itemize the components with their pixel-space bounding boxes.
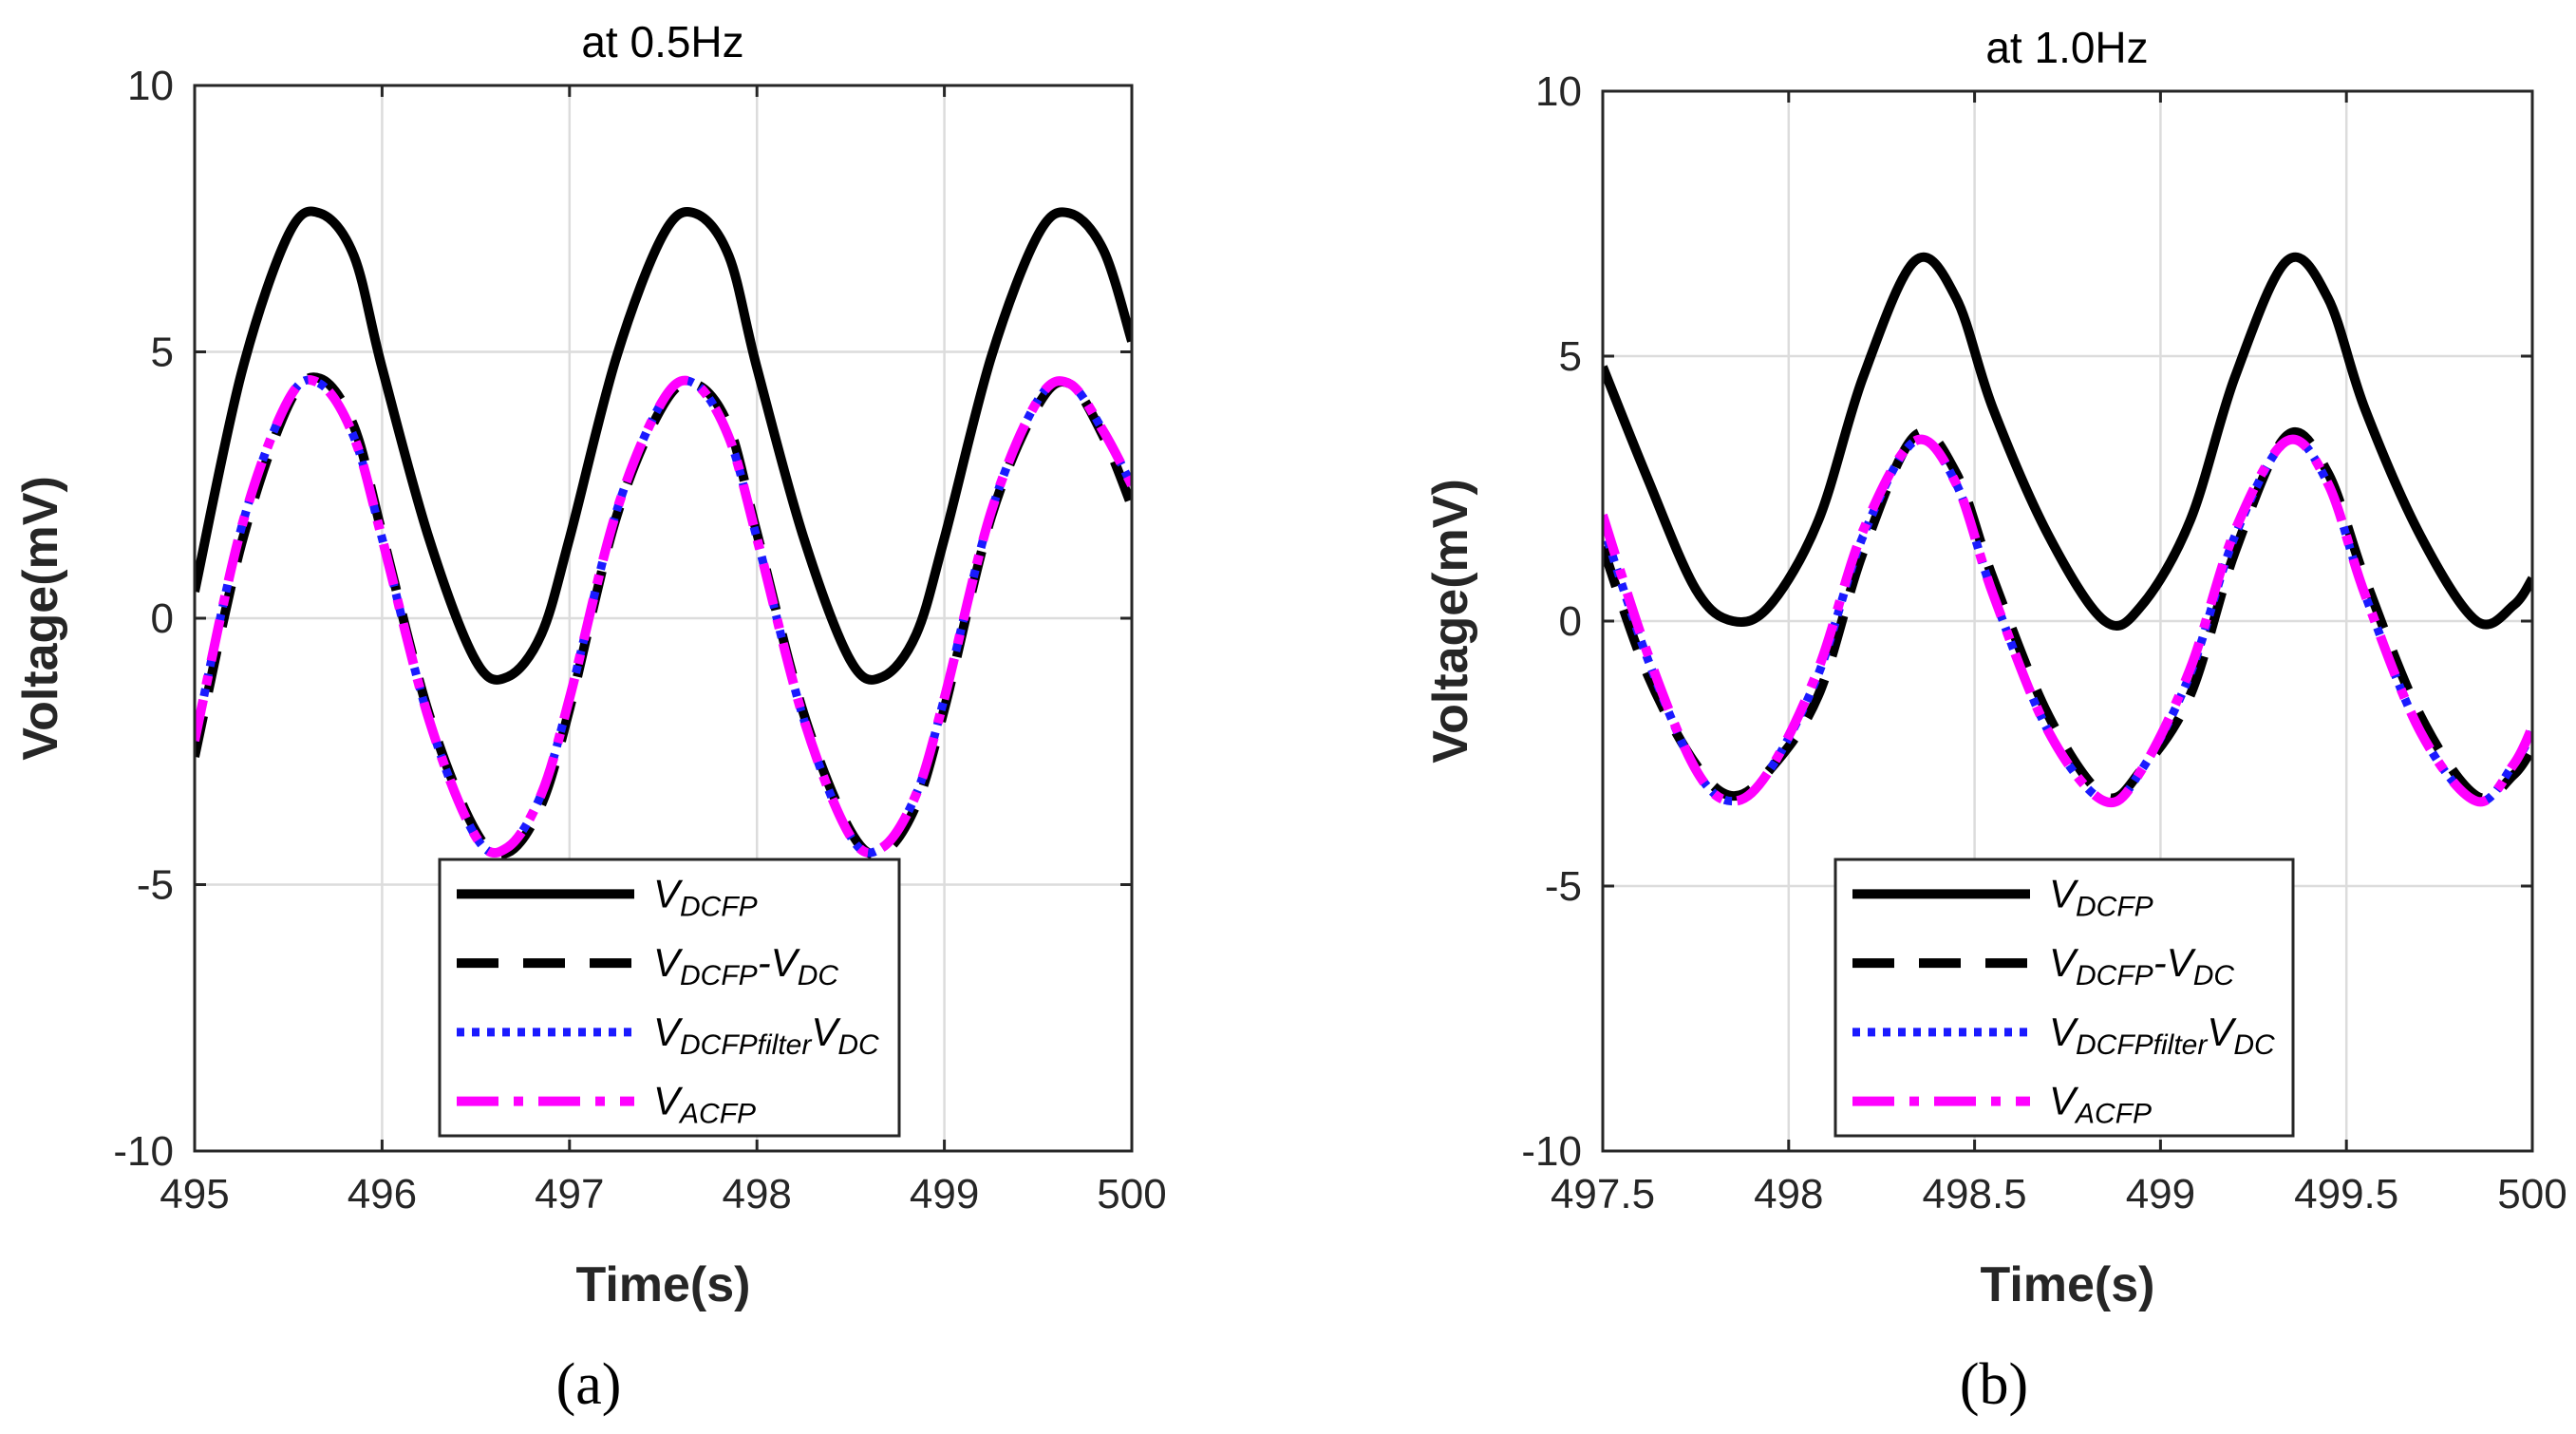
series-line-dotted [195, 375, 1132, 858]
legend-entry-part: DCFP [680, 891, 758, 922]
x-axis-label: Time(s) [1981, 1257, 2155, 1312]
x-tick-label: 499 [2126, 1171, 2195, 1217]
legend-box [1833, 858, 2295, 1138]
x-tick-label: 500 [1097, 1171, 1166, 1217]
y-tick-label: -5 [137, 862, 174, 909]
legend-entry-part: -V [2153, 940, 2197, 985]
x-tick-label: 499.5 [2294, 1171, 2398, 1217]
x-tick-label: 495 [160, 1171, 229, 1217]
y-axis-label: Voltage(mV) [13, 476, 68, 761]
y-tick-label: 0 [151, 595, 174, 642]
legend-entry-part: DCFP [680, 960, 758, 991]
y-tick-label: -10 [1521, 1128, 1582, 1175]
x-tick-label: 499 [910, 1171, 979, 1217]
legend-entry-part: -V [758, 940, 801, 985]
x-tick-label: 498.5 [1923, 1171, 2027, 1217]
series-line-dashdot [1603, 434, 2532, 808]
legend-entry: VDCFP-VDC [653, 940, 838, 991]
chart-panel-a: 495 496 497 498 499 500 -10 -5 0 5 10 at 0.5Hz Time(… [13, 17, 1167, 1417]
legend-entry-part: DCFP [2076, 891, 2153, 922]
legend-entry-part: V [811, 1009, 841, 1054]
panel-label: (b) [1960, 1352, 2028, 1417]
series-group [1603, 252, 2532, 808]
legend-entry-part: DCFPfilter [2076, 1029, 2208, 1061]
y-tick-label: 5 [1559, 333, 1582, 380]
y-tick-label: -10 [113, 1128, 174, 1175]
legend-entry-part: V [653, 1009, 684, 1054]
legend-entry-part: DCFP [2076, 960, 2153, 991]
x-tick-label: 497 [535, 1171, 604, 1217]
chart-title: at 1.0Hz [1985, 23, 2148, 72]
y-tick-label: 10 [127, 63, 174, 109]
legend-entry-part: V [2207, 1009, 2237, 1054]
legend-entry: VDCFP [2049, 871, 2153, 922]
legend-entry: VACFP [653, 1079, 756, 1130]
series-line-dashdot [195, 374, 1132, 858]
legend-entry-part: ACFP [678, 1099, 756, 1130]
legend-entry-part: DC [837, 1029, 879, 1061]
legend-entry-part: ACFP [2074, 1099, 2152, 1130]
legend-entry-part: DC [798, 960, 839, 991]
legend-entry-part: V [2049, 1079, 2079, 1123]
x-axis-label: Time(s) [576, 1257, 751, 1312]
chart-title: at 0.5Hz [581, 17, 743, 66]
panel-label: (a) [556, 1352, 622, 1417]
y-tick-label: -5 [1545, 863, 1582, 910]
x-tick-label: 498 [722, 1171, 791, 1217]
x-tick-label: 500 [2497, 1171, 2567, 1217]
legend-entry-part: V [653, 940, 684, 985]
legend-entry: VDCFPfilterVDC [2049, 1009, 2275, 1061]
legend-entry-part: V [2049, 871, 2079, 915]
series-line-solid [1603, 252, 2532, 631]
legend-entry-part: V [653, 871, 684, 915]
legend-entry-part: V [653, 1079, 684, 1123]
x-tick-label: 497.5 [1551, 1171, 1655, 1217]
legend-entry: VDCFP-VDC [2049, 940, 2234, 991]
y-tick-label: 5 [151, 330, 174, 376]
x-tick-label: 496 [348, 1171, 417, 1217]
series-group [195, 206, 1132, 859]
series-line-dashed [1603, 427, 2532, 803]
legend-entry-part: V [2049, 940, 2079, 985]
legend-entry: VACFP [2049, 1079, 2152, 1130]
legend-entry: VDCFP [653, 871, 758, 922]
series-line-solid [195, 206, 1132, 685]
legend-entry-part: V [2049, 1009, 2079, 1054]
y-axis-label: Voltage(mV) [1423, 479, 1478, 764]
legend-entry-part: DC [2193, 960, 2235, 991]
legend-box [438, 858, 901, 1138]
chart-panel-b: 497.5 498 498.5 499 499.5 500 -10 -5 0 5 10 at 1.0H… [1423, 23, 2567, 1417]
legend-entry: VDCFPfilterVDC [653, 1009, 879, 1061]
legend-entry-part: DCFPfilter [680, 1029, 812, 1061]
x-tick-label: 498 [1754, 1171, 1823, 1217]
y-tick-label: 10 [1535, 68, 1582, 115]
y-tick-label: 0 [1559, 598, 1582, 645]
legend-entry-part: DC [2233, 1029, 2275, 1061]
